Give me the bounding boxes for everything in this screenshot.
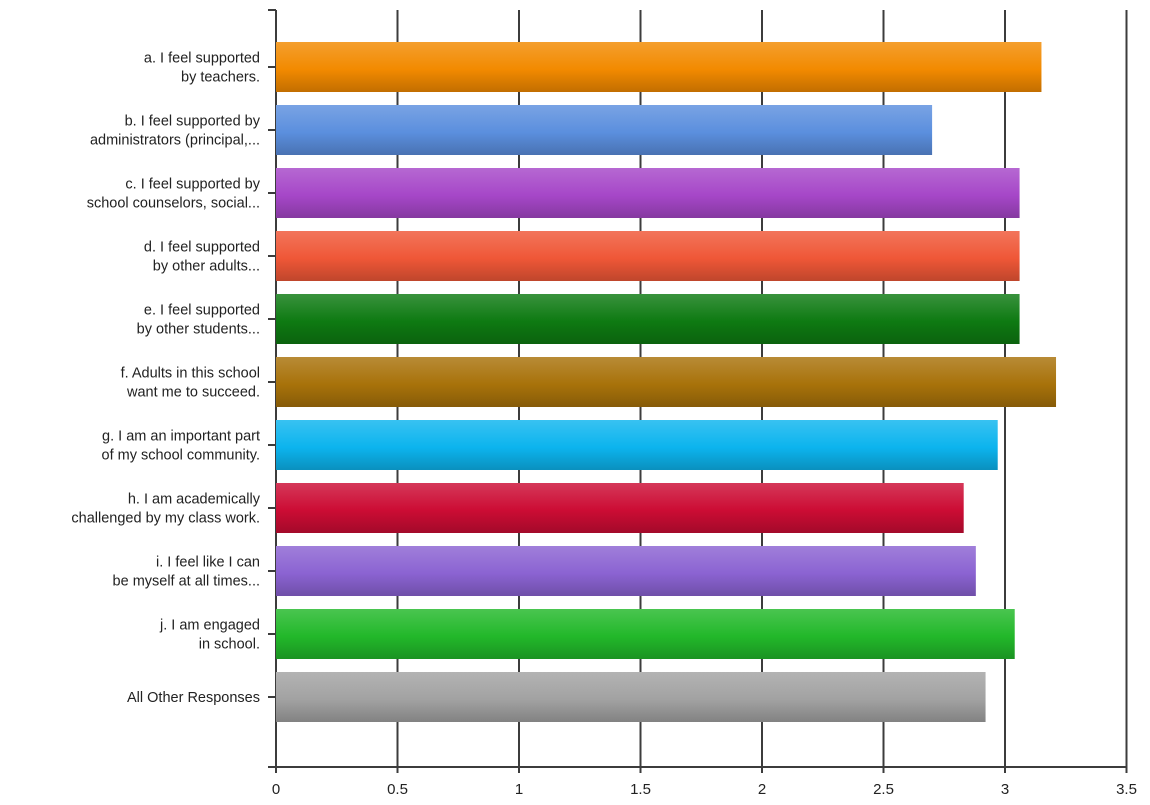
x-tick-label: 1 — [515, 781, 523, 798]
x-tick-labels: 0 0.5 1 1.5 2 2.5 3 3.5 — [272, 781, 1137, 798]
category-label: d. I feel supported by other adults... — [144, 240, 260, 275]
category-label: j. I am engaged in school. — [159, 618, 260, 653]
category-label: g. I am an important part of my school co… — [102, 429, 260, 464]
category-label: f. Adults in this school want me to succe… — [121, 366, 260, 401]
category-label: a. I feel supported by teachers. — [144, 51, 260, 86]
category-label: i. I feel like I can be myself at all tim… — [113, 555, 260, 590]
x-tick-label: 0.5 — [387, 781, 408, 798]
bar — [276, 42, 1042, 92]
bars — [276, 42, 1057, 722]
category-label: All Other Responses — [127, 690, 260, 706]
bar — [276, 231, 1020, 281]
category-label: b. I feel supported by administrators (pr… — [90, 114, 261, 149]
category-label: e. I feel supported by other students... — [137, 303, 260, 338]
bar — [276, 546, 976, 596]
category-label: h. I am academically challenged by my cla… — [71, 492, 260, 527]
category-labels: a. I feel supported by teachers. b. I feel… — [71, 51, 260, 707]
bar — [276, 294, 1020, 344]
x-tick-label: 0 — [272, 781, 280, 798]
x-tick-label: 3.5 — [1116, 781, 1137, 798]
category-label: c. I feel supported by school counselors,… — [87, 177, 261, 212]
bar — [276, 609, 1015, 659]
bar — [276, 105, 933, 155]
x-tick-label: 1.5 — [630, 781, 651, 798]
bar — [276, 357, 1057, 407]
x-tick-label: 2 — [758, 781, 766, 798]
bar — [276, 420, 998, 470]
bar — [276, 483, 964, 533]
x-tick-label: 3 — [1001, 781, 1009, 798]
bar — [276, 168, 1020, 218]
bar — [276, 672, 986, 722]
x-tick-label: 2.5 — [873, 781, 894, 798]
